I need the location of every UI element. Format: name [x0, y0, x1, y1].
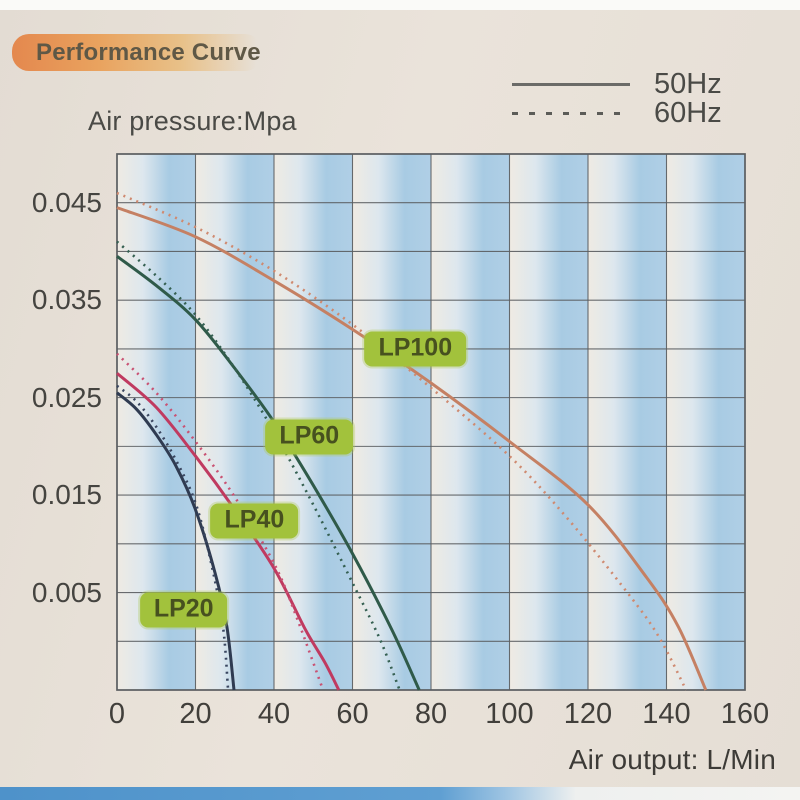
series-label-lp60: LP60	[265, 419, 354, 455]
x-tick-label: 160	[720, 698, 770, 730]
x-tick-label: 120	[563, 698, 613, 730]
curve-lp100-50hz	[116, 206, 708, 691]
photo-edge-top	[0, 0, 800, 10]
y-tick-label: 0.005	[31, 576, 102, 608]
legend-item-60hz: 60Hz	[512, 97, 782, 129]
x-tick-label: 140	[642, 698, 691, 730]
legend-label-60hz: 60Hz	[654, 97, 722, 129]
legend-item-50hz: 50Hz	[512, 68, 782, 100]
performance-curve-badge: Performance Curve	[12, 34, 262, 71]
series-label-lp40: LP40	[210, 503, 299, 539]
series-label-lp20: LP20	[139, 592, 228, 628]
y-tick-label: 0.045	[31, 186, 102, 218]
curve-lp20-60hz	[116, 384, 230, 691]
series-label-lp100: LP100	[364, 331, 467, 367]
legend: 50Hz 60Hz	[512, 68, 782, 129]
x-tick-label: 40	[257, 698, 291, 730]
x-axis-title: Air output: L/Min	[568, 744, 776, 775]
x-tick-label: 60	[336, 698, 369, 730]
y-tick-label: 0.015	[31, 479, 102, 511]
x-tick-label: 80	[414, 698, 448, 730]
y-tick-label: 0.025	[31, 381, 102, 413]
x-tick-label: 20	[179, 698, 212, 730]
page-title: Performance Curve	[36, 38, 261, 66]
x-tick-label: 100	[485, 698, 534, 730]
legend-label-50hz: 50Hz	[654, 68, 722, 100]
photo-edge-bottom	[0, 787, 800, 800]
curve-lp20-50hz	[116, 391, 236, 691]
legend-line-solid-icon	[512, 83, 630, 86]
y-tick-label: 0.035	[31, 284, 102, 316]
curve-lp100-60hz	[116, 191, 688, 691]
y-axis-title: Air pressure:Mpa	[88, 106, 297, 136]
curve-lp60-60hz	[116, 240, 401, 691]
x-tick-label: 0	[108, 698, 126, 730]
legend-line-dotted-icon	[512, 112, 630, 115]
